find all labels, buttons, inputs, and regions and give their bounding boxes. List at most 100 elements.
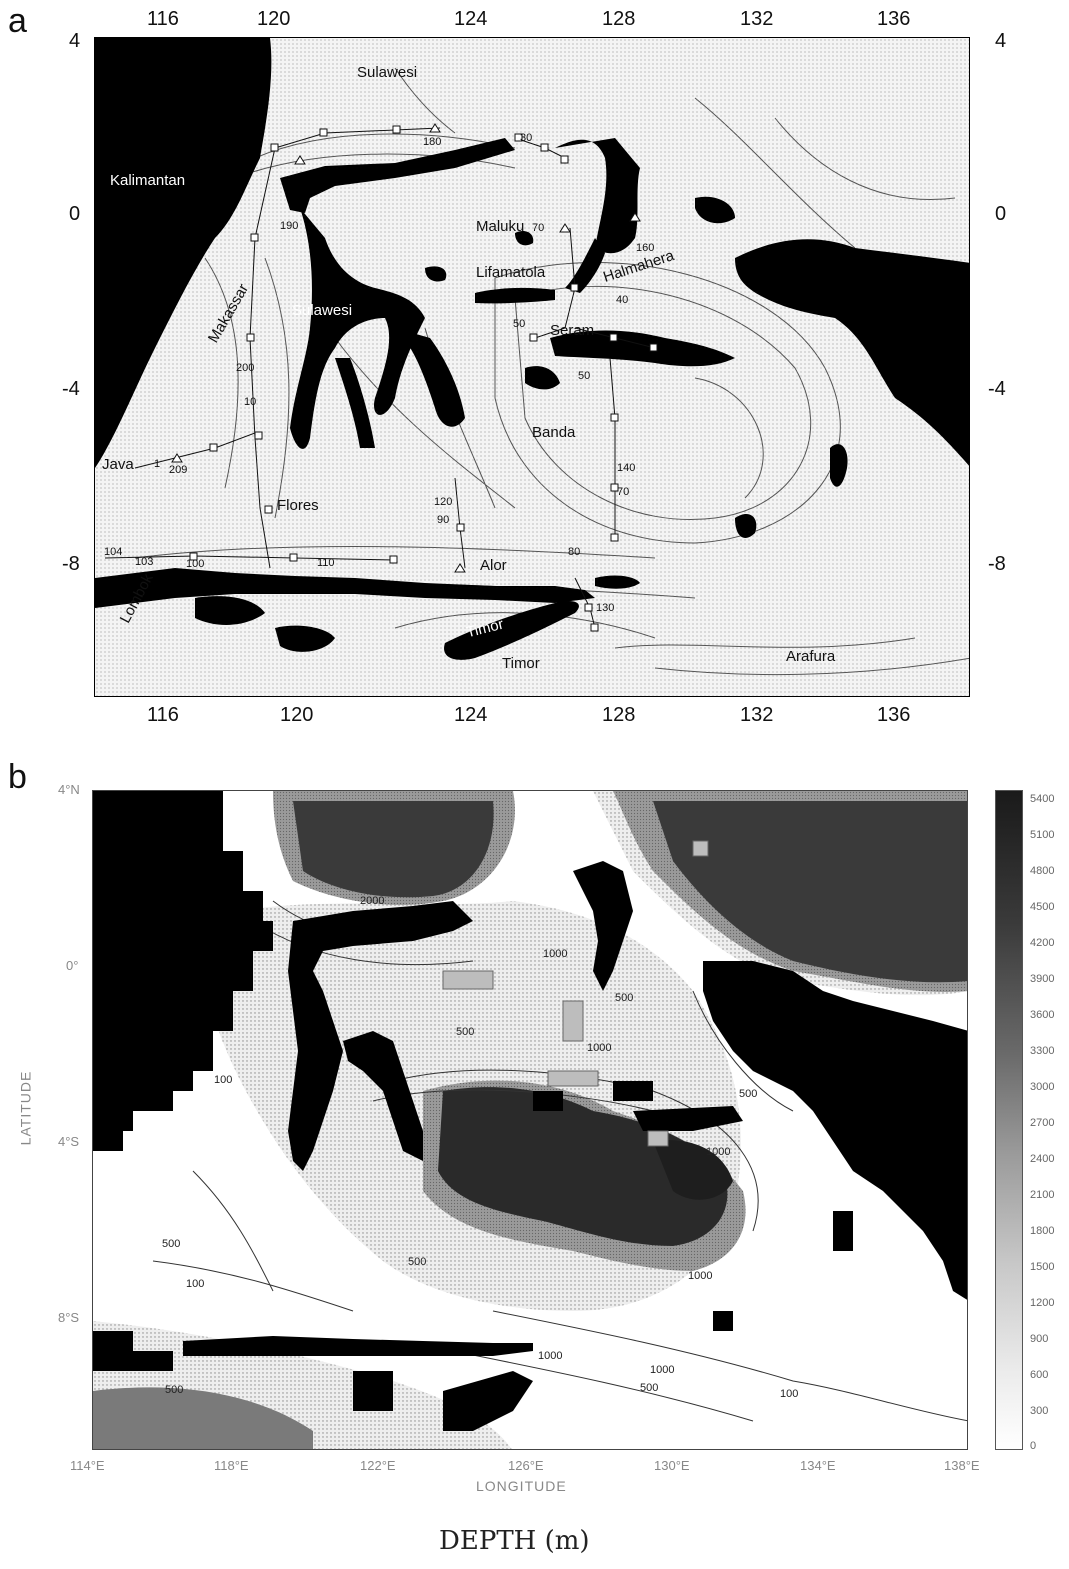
- contour-label: 500: [165, 1384, 184, 1396]
- station-label: 110: [317, 557, 335, 569]
- lat-tick: 0°: [66, 958, 79, 973]
- lon-tick: 122°E: [360, 1458, 396, 1473]
- station-label: 50: [578, 370, 591, 382]
- station-label: 104: [104, 546, 123, 558]
- colorbar-tick: 5100: [1030, 829, 1055, 841]
- label-arafura: Arafura: [786, 648, 836, 665]
- lon-tick: 134°E: [800, 1458, 836, 1473]
- station-label: 190: [280, 220, 299, 232]
- colorbar-tick: 4200: [1030, 937, 1055, 949]
- lon-tick: 126°E: [508, 1458, 544, 1473]
- station-label: 80: [568, 546, 581, 558]
- station-label: 70: [617, 486, 630, 498]
- label-timor-sea: Timor: [502, 655, 540, 672]
- lon-tick: 120: [280, 704, 314, 726]
- contour-label: 100: [186, 1278, 205, 1290]
- lon-tick: 114°E: [70, 1458, 105, 1473]
- bathymetry-map-a: [94, 37, 970, 697]
- colorbar-tick: 3900: [1030, 973, 1055, 985]
- lon-tick: 116: [147, 704, 179, 726]
- colorbar-tick: 3000: [1030, 1081, 1055, 1093]
- lon-tick: 132: [740, 8, 774, 30]
- contour-label: 500: [640, 1382, 659, 1394]
- station-label: 160: [636, 242, 655, 254]
- contour-label: 100: [214, 1074, 233, 1086]
- station-label: 1: [154, 458, 161, 470]
- label-lifamatola: Lifamatola: [476, 264, 546, 281]
- colorbar-tick: 5400: [1030, 793, 1055, 805]
- station-label: 103: [135, 556, 154, 568]
- label-sulawesi: Sulawesi: [292, 302, 353, 319]
- lat-tick: 4°S: [58, 1134, 80, 1149]
- lat-tick: -8: [62, 553, 80, 575]
- lon-tick: 116: [147, 8, 179, 30]
- lon-tick: 128: [602, 704, 636, 726]
- lat-tick: 0: [995, 203, 1007, 225]
- label-banda: Banda: [532, 424, 576, 441]
- station-label: 90: [437, 514, 450, 526]
- contour-label: 1000: [543, 948, 568, 960]
- colorbar-tick: 900: [1030, 1333, 1049, 1345]
- label-sulawesi-north: Sulawesi: [357, 64, 418, 81]
- colorbar-tick: 1800: [1030, 1225, 1055, 1237]
- label-alor: Alor: [480, 557, 507, 574]
- station-label: 70: [532, 222, 545, 234]
- map-a-shapes: [95, 38, 969, 696]
- contour-label: 500: [456, 1026, 475, 1038]
- lat-tick: 0: [69, 203, 81, 225]
- label-flores: Flores: [277, 497, 319, 514]
- lat-tick: -4: [988, 378, 1006, 400]
- label-java: Java: [102, 456, 134, 473]
- station-label: 209: [169, 464, 188, 476]
- colorbar-tick: 4500: [1030, 901, 1055, 913]
- colorbar: [995, 790, 1023, 1450]
- contour-label: 1000: [706, 1146, 731, 1158]
- station-label: 10: [244, 396, 257, 408]
- station-label: 100: [186, 558, 205, 570]
- lon-tick: 138°E: [944, 1458, 980, 1473]
- colorbar-tick: 0: [1030, 1440, 1037, 1452]
- station-label: 180: [423, 136, 442, 148]
- lon-tick: 132: [740, 704, 774, 726]
- colorbar-tick: 2700: [1030, 1117, 1055, 1129]
- colorbar-tick: 4800: [1030, 865, 1055, 877]
- panel-a-letter: a: [8, 2, 27, 40]
- lon-tick: 136: [877, 704, 911, 726]
- lon-tick: 118°E: [214, 1458, 249, 1473]
- figure-caption: DEPTH (m): [439, 1526, 590, 1556]
- contour-label: 1000: [587, 1042, 612, 1054]
- lat-tick: 8°S: [58, 1310, 80, 1325]
- colorbar-tick: 600: [1030, 1369, 1049, 1381]
- lon-tick: 128: [602, 8, 636, 30]
- lon-tick: 130°E: [654, 1458, 690, 1473]
- contour-label: 2000: [360, 895, 385, 907]
- panel-b-letter: b: [8, 758, 27, 796]
- lat-tick: -8: [988, 553, 1006, 575]
- contour-label: 500: [615, 992, 634, 1004]
- colorbar-tick: 3600: [1030, 1009, 1055, 1021]
- station-label: 30: [520, 132, 533, 144]
- lat-tick: 4°N: [58, 782, 80, 797]
- x-axis-title: LONGITUDE: [476, 1478, 567, 1494]
- station-label: 130: [596, 602, 615, 614]
- station-label: 40: [616, 294, 629, 306]
- lon-tick: 124: [454, 8, 488, 30]
- lon-tick: 124: [454, 704, 488, 726]
- station-label: 140: [617, 462, 636, 474]
- colorbar-tick: 2400: [1030, 1153, 1055, 1165]
- contour-label: 100: [780, 1388, 799, 1400]
- lon-tick: 136: [877, 8, 911, 30]
- y-axis-title: LATITUDE: [17, 1070, 34, 1146]
- lat-tick: 4: [995, 30, 1007, 52]
- label-maluku: Maluku: [476, 218, 525, 235]
- contour-label: 500: [162, 1238, 181, 1250]
- map-b-shapes: [93, 791, 967, 1449]
- bathymetry-map-b: [92, 790, 968, 1450]
- contour-label: 1000: [688, 1270, 713, 1282]
- colorbar-tick: 2100: [1030, 1189, 1055, 1201]
- contour-label: 1000: [650, 1364, 675, 1376]
- lat-tick: 4: [69, 30, 81, 52]
- lat-tick: -4: [62, 378, 80, 400]
- station-label: 200: [236, 362, 255, 374]
- colorbar-tick: 300: [1030, 1405, 1049, 1417]
